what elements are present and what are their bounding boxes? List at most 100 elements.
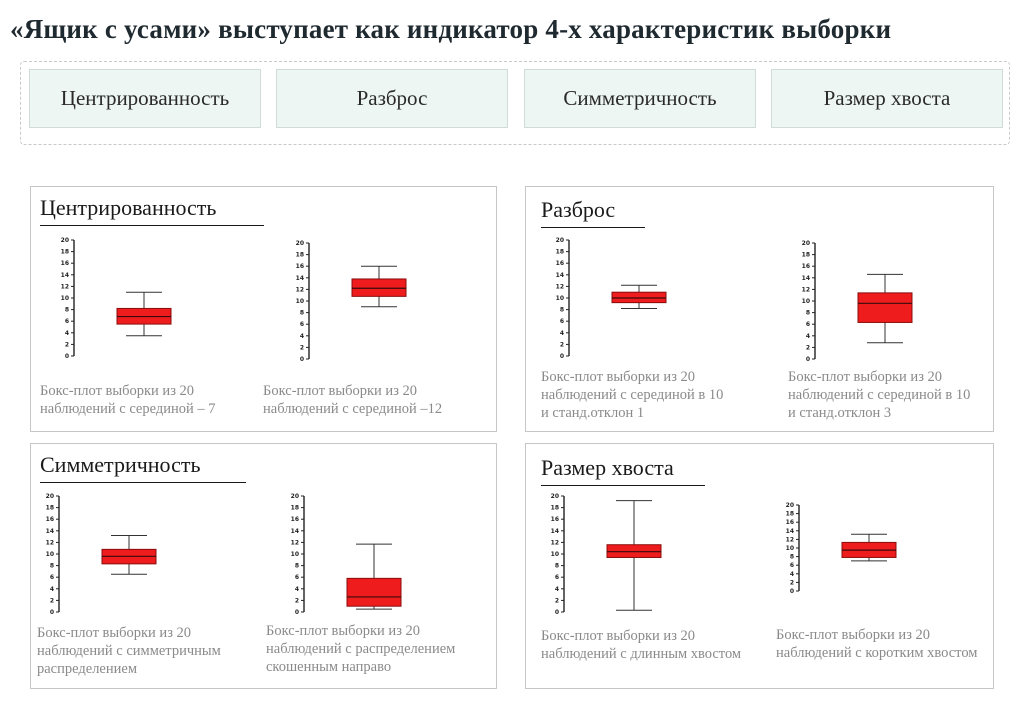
panel-title-tail-size: Размер хвоста: [541, 455, 674, 480]
page-title: «Ящик с усами» выступает как индикатор 4…: [10, 14, 892, 44]
y-tick-label: 6: [560, 318, 564, 325]
y-tick-label: 18: [61, 249, 69, 256]
panel-centeredness: [30, 186, 497, 432]
box-plot: [841, 533, 897, 562]
y-tick-label: 2: [560, 341, 564, 348]
box-plot: [857, 273, 913, 344]
y-tick-label: 4: [50, 586, 54, 593]
y-tick-label: 12: [296, 286, 304, 293]
caption-long-tail: Бокс-плот выборки из 20 наблюдений с дли…: [541, 628, 742, 662]
y-tick-label: 0: [555, 609, 559, 616]
y-tick-label: 10: [786, 545, 794, 552]
y-tick-label: 18: [802, 252, 810, 259]
y-tick-label: 20: [551, 493, 559, 500]
boxplot-spread-sd3: 0 2 4 6 8 10 12 14 16 18 20: [802, 240, 913, 363]
y-tick-label: 18: [46, 505, 54, 512]
y-tick-label: 2: [65, 341, 69, 348]
caption-centered-7: Бокс-плот выборки из 20 наблюдений с сер…: [40, 383, 216, 417]
y-tick-label: 4: [300, 333, 304, 340]
y-tick-label: 18: [296, 252, 304, 259]
y-tick-label: 6: [555, 574, 559, 581]
boxplot-centered-7: 0 2 4 6 8 10 12 14 16 18 20: [61, 237, 172, 360]
box-plot: [351, 265, 407, 308]
iqr-box: [857, 292, 913, 323]
caption-right-skewed: Бокс-плот выборки из 20 наблюдений с рас…: [266, 623, 456, 675]
y-tick-label: 0: [65, 353, 69, 360]
tab-symmetry[interactable]: Симметричность: [524, 69, 756, 128]
panel-symmetry: [30, 443, 497, 689]
y-tick-label: 2: [806, 344, 810, 351]
y-tick-label: 10: [61, 295, 69, 302]
y-tick-label: 2: [300, 344, 304, 351]
y-tick-label: 20: [61, 237, 69, 244]
caption-spread-sd1: Бокс-плот выборки из 20 наблюдений с сер…: [541, 369, 724, 421]
y-tick-label: 8: [295, 563, 299, 570]
y-tick-label: 4: [560, 330, 564, 337]
y-tick-label: 8: [555, 563, 559, 570]
y-tick-label: 6: [295, 574, 299, 581]
y-tick-label: 20: [556, 237, 564, 244]
y-tick-label: 4: [555, 586, 559, 593]
y-tick-label: 10: [291, 551, 299, 558]
y-tick-label: 14: [556, 272, 564, 279]
y-tick-label: 12: [61, 283, 69, 290]
caption-centered-12: Бокс-плот выборки из 20 наблюдений с сер…: [263, 383, 443, 417]
y-tick-label: 8: [790, 554, 794, 561]
y-tick-label: 0: [806, 356, 810, 363]
y-tick-label: 4: [790, 571, 794, 578]
y-tick-label: 6: [65, 318, 69, 325]
iqr-box: [346, 577, 402, 607]
y-tick-label: 14: [61, 272, 69, 279]
title-underline: [40, 225, 264, 226]
y-tick-label: 8: [50, 563, 54, 570]
y-tick-label: 20: [786, 502, 794, 509]
y-tick-label: 8: [65, 307, 69, 314]
tab-tail-size[interactable]: Размер хвоста: [771, 69, 1003, 128]
y-tick-label: 4: [806, 333, 810, 340]
y-tick-label: 6: [300, 321, 304, 328]
panel-title-spread: Разброс: [541, 197, 616, 222]
y-tick-label: 2: [790, 579, 794, 586]
title-underline: [541, 485, 705, 486]
y-tick-label: 2: [295, 597, 299, 604]
y-tick-label: 0: [300, 356, 304, 363]
title-underline: [541, 227, 645, 228]
y-tick-label: 14: [296, 275, 304, 282]
tab-centeredness[interactable]: Центрированность: [29, 69, 261, 128]
panel-title-centeredness: Центрированность: [40, 195, 217, 220]
y-tick-label: 16: [61, 260, 69, 267]
y-tick-label: 16: [556, 260, 564, 267]
y-tick-label: 2: [50, 597, 54, 604]
characteristics-tabs: [20, 61, 1010, 145]
boxplot-spread-sd1: 0 2 4 6 8 10 12 14 16 18 20: [556, 237, 667, 360]
y-tick-label: 16: [46, 516, 54, 523]
panel-tail-size: [525, 443, 994, 689]
y-tick-label: 0: [560, 353, 564, 360]
box-plot: [101, 534, 157, 575]
y-tick-label: 14: [551, 528, 559, 535]
y-tick-label: 6: [790, 562, 794, 569]
tab-spread[interactable]: Разброс: [276, 69, 508, 128]
y-tick-label: 2: [555, 597, 559, 604]
y-tick-label: 16: [551, 516, 559, 523]
y-tick-label: 14: [46, 528, 54, 535]
y-tick-label: 16: [802, 263, 810, 270]
boxplot-long-tail: 0 2 4 6 8 10 12 14 16 18 20: [551, 493, 662, 616]
box-plot: [606, 500, 662, 611]
box-plot: [611, 284, 667, 309]
y-tick-label: 10: [802, 298, 810, 305]
caption-short-tail: Бокс-плот выборки из 20 наблюдений с кор…: [776, 627, 978, 661]
title-underline: [40, 482, 246, 483]
box-plot: [346, 543, 402, 610]
y-tick-label: 14: [291, 528, 299, 535]
y-tick-label: 10: [296, 298, 304, 305]
y-tick-label: 6: [50, 574, 54, 581]
caption-symmetric: Бокс-плот выборки из 20 наблюдений с сим…: [37, 625, 221, 677]
y-tick-label: 18: [551, 505, 559, 512]
y-tick-label: 18: [786, 511, 794, 518]
y-tick-label: 8: [300, 310, 304, 317]
y-tick-label: 12: [291, 539, 299, 546]
y-tick-label: 16: [296, 263, 304, 270]
y-tick-label: 12: [556, 283, 564, 290]
